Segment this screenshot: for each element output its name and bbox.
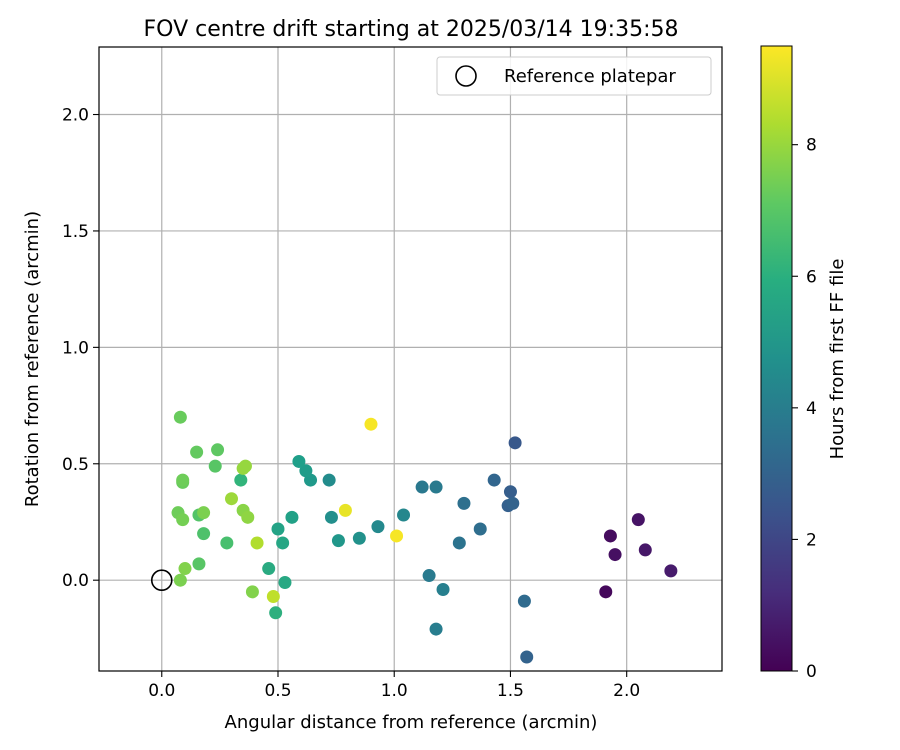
- data-point-3: [631, 513, 645, 527]
- data-point-31: [271, 522, 285, 536]
- data-point-13: [473, 522, 487, 536]
- data-point-61: [364, 417, 378, 431]
- x-tick-label: 1.5: [497, 681, 524, 701]
- data-point-8: [503, 485, 517, 499]
- data-point-7: [508, 436, 522, 450]
- data-point-35: [269, 606, 283, 620]
- data-point-40: [192, 557, 206, 571]
- data-point-20: [436, 583, 450, 597]
- data-point-54: [241, 510, 255, 524]
- data-point-24: [324, 510, 338, 524]
- data-point-26: [331, 534, 345, 548]
- y-tick-label: 1.5: [62, 222, 89, 242]
- data-point-43: [190, 445, 204, 459]
- colorbar-ticks: 0 2 4 6 8: [792, 136, 817, 682]
- grid-lines: [99, 47, 722, 671]
- data-point-62: [390, 529, 404, 543]
- data-point-30: [285, 510, 299, 524]
- legend-label-reference-platepar: Reference platepar: [504, 66, 676, 87]
- legend-box: [436, 56, 712, 96]
- colorbar-tick-label: 0: [806, 662, 817, 682]
- data-point-51: [178, 562, 192, 576]
- data-point-23: [322, 473, 336, 487]
- data-point-58: [250, 536, 264, 550]
- x-axis-ticks: 0.0 0.5 1.0 1.5 2.0: [148, 671, 640, 701]
- data-point-4: [638, 543, 652, 557]
- data-point-25: [352, 531, 366, 545]
- y-tick-label: 1.0: [62, 338, 89, 358]
- data-point-44: [173, 410, 187, 424]
- colorbar-label: Hours from first FF file: [827, 259, 848, 460]
- x-tick-label: 0.5: [264, 681, 291, 701]
- y-axis-ticks: 0.0 0.5 1.0 1.5 2.0: [62, 106, 99, 591]
- legend: Reference platepar: [436, 56, 712, 96]
- data-point-38: [197, 527, 211, 541]
- chart-title: FOV centre drift starting at 2025/03/14 …: [144, 17, 679, 42]
- y-tick-label: 2.0: [62, 106, 89, 126]
- y-axis-label: Rotation from reference (arcmin): [22, 211, 43, 507]
- data-point-10: [506, 496, 520, 510]
- data-point-42: [211, 443, 225, 457]
- x-tick-label: 0.0: [148, 681, 175, 701]
- data-point-33: [278, 576, 292, 590]
- colorbar-tick-label: 4: [806, 399, 817, 419]
- data-point-6: [520, 650, 534, 664]
- data-point-52: [245, 585, 259, 599]
- x-axis-label: Angular distance from reference (arcmin): [225, 712, 598, 733]
- colorbar: 0 2 4 6 8 Hours from first FF file: [760, 45, 848, 682]
- colorbar-tick-label: 2: [806, 530, 817, 550]
- data-point-2: [608, 548, 622, 562]
- data-point-60: [338, 503, 352, 517]
- plot-area-frame: [98, 46, 723, 672]
- data-point-19: [429, 622, 443, 636]
- data-point-22: [371, 520, 385, 534]
- colorbar-gradient: [760, 45, 793, 672]
- data-point-11: [487, 473, 501, 487]
- data-point-21: [397, 508, 411, 522]
- data-point-41: [208, 459, 222, 473]
- legend-reference-marker-icon: [455, 65, 477, 87]
- data-point-0: [599, 585, 613, 599]
- data-point-50: [173, 573, 187, 587]
- data-point-46: [176, 473, 190, 487]
- colorbar-tick-label: 8: [806, 136, 817, 156]
- data-point-17: [429, 480, 443, 494]
- data-point-32: [276, 536, 290, 550]
- data-point-29: [292, 454, 306, 468]
- data-point-5: [664, 564, 678, 578]
- data-point-59: [266, 589, 280, 603]
- x-tick-label: 1.0: [381, 681, 408, 701]
- reference-platepar-marker: [150, 569, 173, 591]
- data-point-18: [422, 569, 436, 583]
- y-tick-label: 0.0: [62, 571, 89, 591]
- data-point-49: [197, 506, 211, 520]
- data-point-1: [603, 529, 617, 543]
- data-point-36: [234, 473, 248, 487]
- colorbar-tick-label: 6: [806, 267, 817, 287]
- data-point-16: [415, 480, 429, 494]
- data-point-28: [299, 464, 313, 478]
- data-point-48: [176, 513, 190, 527]
- data-point-57: [225, 492, 239, 506]
- x-tick-label: 2.0: [613, 681, 640, 701]
- data-point-14: [457, 496, 471, 510]
- data-point-12: [517, 594, 531, 608]
- data-point-56: [238, 459, 252, 473]
- data-point-34: [262, 562, 276, 576]
- y-tick-label: 0.5: [62, 455, 89, 475]
- data-point-37: [220, 536, 234, 550]
- scatter-points: [171, 410, 678, 664]
- data-point-15: [452, 536, 466, 550]
